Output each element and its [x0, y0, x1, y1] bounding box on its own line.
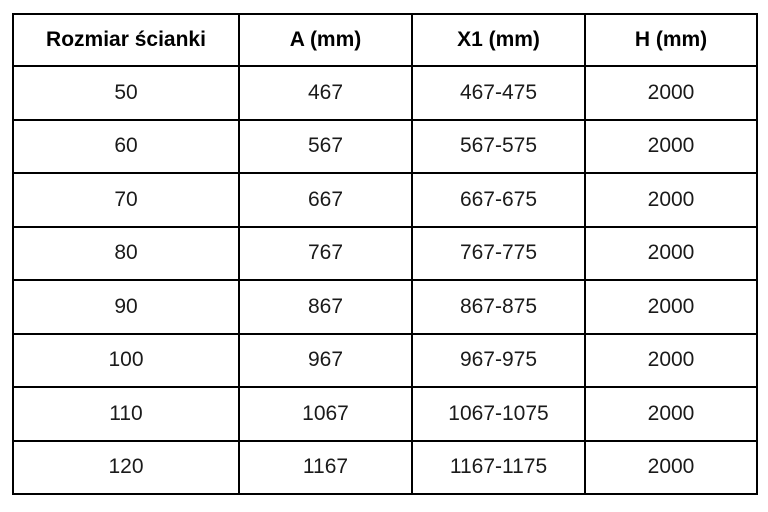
table-cell-r7-c3: 2000: [584, 439, 758, 495]
column-header-3: H (mm): [584, 13, 758, 67]
table-cell-r6-c2: 1067-1075: [411, 386, 586, 442]
table-row: 80 767 767-775 2000: [12, 225, 758, 281]
table-cell-r5-c0: 100: [12, 332, 240, 388]
table-row: 90 867 867-875 2000: [12, 279, 758, 335]
table-cell-r5-c2: 967-975: [411, 332, 586, 388]
column-header-1: A (mm): [238, 13, 413, 67]
table-cell-r2-c2: 667-675: [411, 172, 586, 228]
table-cell-r7-c2: 1167-1175: [411, 439, 586, 495]
table-cell-r2-c0: 70: [12, 172, 240, 228]
table-cell-r5-c3: 2000: [584, 332, 758, 388]
table-row: 100 967 967-975 2000: [12, 332, 758, 388]
table-cell-r3-c2: 767-775: [411, 225, 586, 281]
table-cell-r4-c1: 867: [238, 279, 413, 335]
table-cell-r3-c1: 767: [238, 225, 413, 281]
table-row: 120 1167 1167-1175 2000: [12, 439, 758, 495]
table-body: 50 467 467-475 2000 60 567 567-575 2000 70 667 667…: [12, 65, 758, 495]
table-cell-r0-c1: 467: [238, 65, 413, 121]
table-cell-r1-c0: 60: [12, 118, 240, 174]
column-header-0: Rozmiar ścianki: [12, 13, 240, 67]
table-cell-r7-c0: 120: [12, 439, 240, 495]
table-cell-r6-c3: 2000: [584, 386, 758, 442]
table-cell-r0-c3: 2000: [584, 65, 758, 121]
table-cell-r1-c3: 2000: [584, 118, 758, 174]
table-cell-r0-c0: 50: [12, 65, 240, 121]
table-row: 110 1067 1067-1075 2000: [12, 386, 758, 442]
table-cell-r2-c3: 2000: [584, 172, 758, 228]
table-cell-r4-c2: 867-875: [411, 279, 586, 335]
table-cell-r6-c1: 1067: [238, 386, 413, 442]
table-cell-r1-c1: 567: [238, 118, 413, 174]
table-cell-r4-c0: 90: [12, 279, 240, 335]
table-row: 60 567 567-575 2000: [12, 118, 758, 174]
table-cell-r2-c1: 667: [238, 172, 413, 228]
table-cell-r3-c3: 2000: [584, 225, 758, 281]
size-table-container: Rozmiar ścianki A (mm) X1 (mm) H (mm) 50 467…: [12, 13, 758, 495]
table-cell-r1-c2: 567-575: [411, 118, 586, 174]
column-header-2: X1 (mm): [411, 13, 586, 67]
table-cell-r3-c0: 80: [12, 225, 240, 281]
table-cell-r7-c1: 1167: [238, 439, 413, 495]
table-cell-r4-c3: 2000: [584, 279, 758, 335]
table-row: 70 667 667-675 2000: [12, 172, 758, 228]
wall-size-table: Rozmiar ścianki A (mm) X1 (mm) H (mm) 50 467…: [12, 13, 758, 495]
table-cell-r6-c0: 110: [12, 386, 240, 442]
table-cell-r0-c2: 467-475: [411, 65, 586, 121]
table-row: 50 467 467-475 2000: [12, 65, 758, 121]
table-cell-r5-c1: 967: [238, 332, 413, 388]
table-header-row: Rozmiar ścianki A (mm) X1 (mm) H (mm): [12, 13, 758, 67]
